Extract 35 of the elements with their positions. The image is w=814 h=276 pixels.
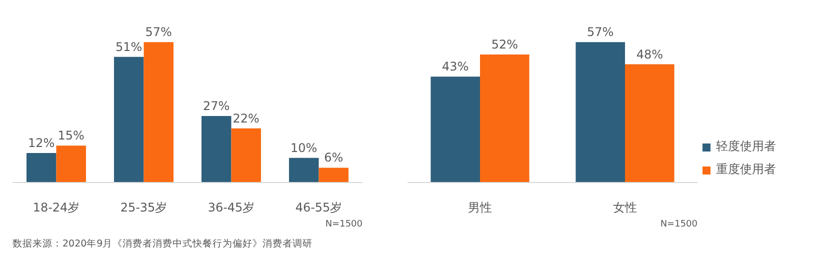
data-label: 51%: [116, 40, 142, 54]
legend-label: 重度使用者: [716, 161, 776, 178]
bar: [114, 56, 144, 182]
data-label: 27%: [203, 99, 230, 114]
bar: [231, 128, 261, 182]
bar: [430, 76, 480, 182]
legend-label: 轻度使用者: [716, 138, 776, 155]
data-label: 52%: [491, 37, 518, 52]
text: N=1500: [325, 220, 363, 230]
x-tick-label: 18-24岁: [32, 200, 80, 214]
bar: [56, 146, 86, 182]
bar: [202, 116, 232, 182]
data-label: 10%: [290, 140, 318, 155]
text: N=1500: [660, 220, 698, 230]
source-note: 数据来源：2020年9月《消费者消费中式快餐行为偏好》消费者调研: [12, 238, 313, 250]
bar: [26, 152, 56, 182]
data-label: 22%: [232, 111, 260, 126]
x-tick-label: 25-35岁: [120, 200, 168, 214]
bar: [576, 42, 625, 182]
bar: [480, 54, 530, 182]
data-label: 6%: [324, 150, 344, 165]
data-label: 43%: [442, 60, 469, 74]
x-tick-label: 女性: [613, 200, 637, 214]
x-tick-label: 36-45岁: [208, 200, 255, 214]
data-label: 15%: [58, 128, 84, 143]
bar: [318, 168, 348, 182]
data-label: 57%: [587, 25, 614, 40]
data-label: 48%: [636, 47, 663, 62]
x-tick-label: 男性: [468, 200, 492, 214]
bar: [625, 64, 674, 182]
data-label: 57%: [145, 25, 172, 40]
bar: [289, 158, 319, 182]
data-label: 12%: [28, 136, 55, 150]
bar: [144, 42, 174, 182]
x-tick-label: 46-55岁: [295, 200, 342, 214]
